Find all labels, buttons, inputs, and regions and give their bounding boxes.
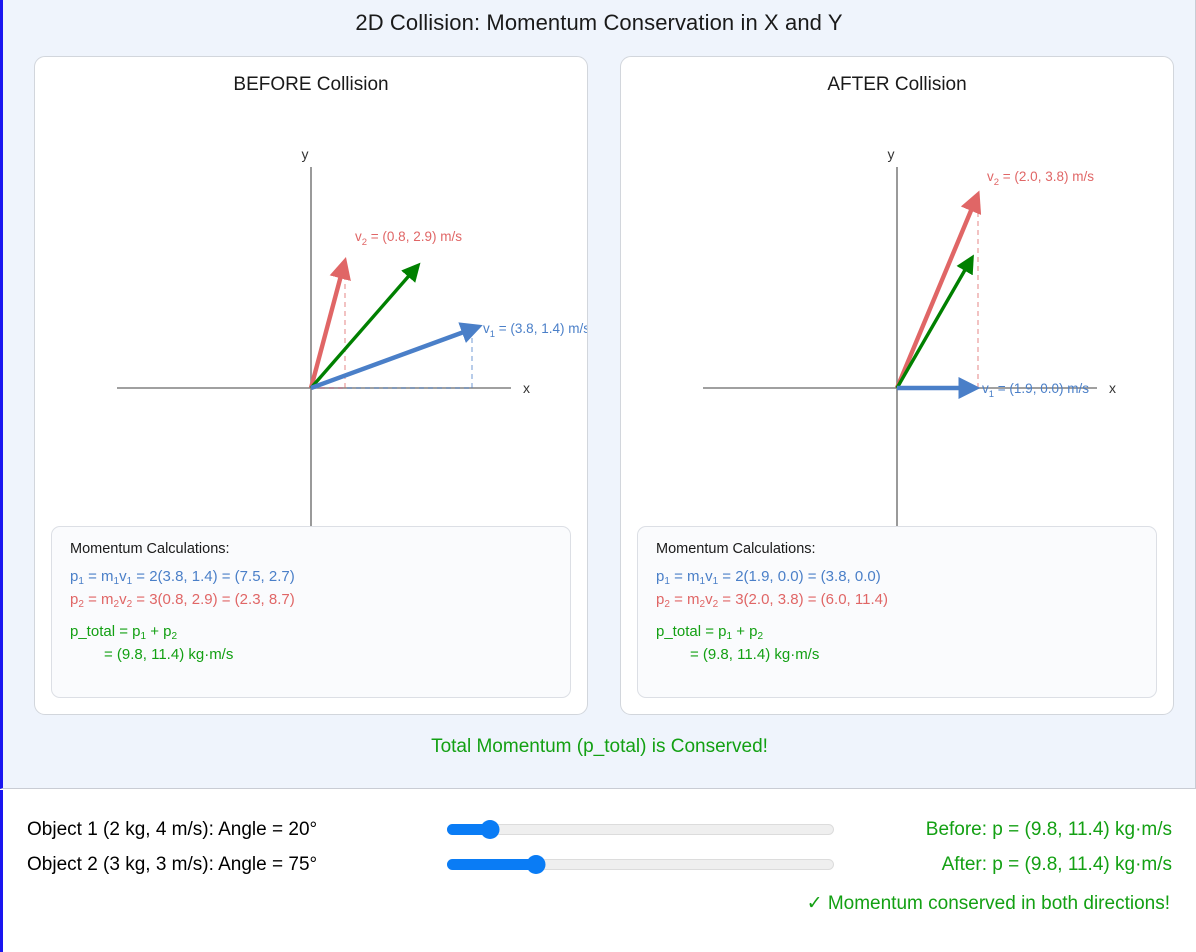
page-title: 2D Collision: Momentum Conservation in X… <box>355 10 843 35</box>
calc-ptotal-before: p_total = p1 + p2 <box>70 623 178 642</box>
panel-before: BEFORE Collision y x <box>34 56 588 715</box>
control-row-object2: Object 2 (3 kg, 3 m/s): Angle = 75° Afte… <box>27 849 1172 880</box>
slider-thumb[interactable] <box>526 855 546 874</box>
control-row-object1: Object 1 (2 kg, 4 m/s): Angle = 20° Befo… <box>27 814 1172 845</box>
calc-p1-after: p1 = m1v1 = 2(1.9, 0.0) = (3.8, 0.0) <box>656 568 881 587</box>
object1-angle-slider[interactable] <box>447 820 834 839</box>
panel-before-title: BEFORE Collision <box>233 74 389 95</box>
conservation-status: ✓ Momentum conserved in both directions! <box>806 893 1170 914</box>
object2-label: Object 2 (3 kg, 3 m/s): Angle = 75° <box>27 853 318 875</box>
vector-v1-label-before: v1 = (3.8, 1.4) m/s <box>483 321 587 340</box>
simulation-area: 2D Collision: Momentum Conservation in X… <box>0 0 1196 789</box>
calc-p2-after: p2 = m2v2 = 3(2.0, 3.8) = (6.0, 11.4) <box>656 591 888 610</box>
calc-p2-before: p2 = m2v2 = 3(0.8, 2.9) = (2.3, 8.7) <box>70 591 295 610</box>
vector-v1-before <box>310 322 483 391</box>
vector-v2-after <box>894 190 982 389</box>
plot-before: y x <box>35 101 587 537</box>
vector-total-after <box>895 254 974 389</box>
x-axis-label: x <box>1109 380 1116 396</box>
plot-after: y x <box>621 101 1173 537</box>
calc-ptotal-value-before: = (9.8, 11.4) kg·m/s <box>104 646 234 663</box>
control-panel: Object 1 (2 kg, 4 m/s): Angle = 20° Befo… <box>0 790 1196 952</box>
after-momentum-readout: After: p = (9.8, 11.4) kg·m/s <box>941 853 1172 875</box>
slider-thumb[interactable] <box>480 820 500 839</box>
panel-after: AFTER Collision y x <box>620 56 1174 715</box>
calc-box-before: Momentum Calculations: p1 = m1v1 = 2(3.8… <box>51 526 571 698</box>
calc-ptotal-after: p_total = p1 + p2 <box>656 623 764 642</box>
conserved-banner: Total Momentum (p_total) is Conserved! <box>431 736 768 757</box>
vector-v1-label-after: v1 = (1.9, 0.0) m/s <box>982 381 1089 400</box>
calc-box-after: Momentum Calculations: p1 = m1v1 = 2(1.9… <box>637 526 1157 698</box>
slider-fill <box>447 859 536 870</box>
vector-v2-label-before: v2 = (0.8, 2.9) m/s <box>355 229 462 248</box>
before-momentum-readout: Before: p = (9.8, 11.4) kg·m/s <box>925 818 1172 840</box>
object2-angle-slider[interactable] <box>447 855 834 874</box>
y-axis-label: y <box>302 146 309 162</box>
calc-p1-before: p1 = m1v1 = 2(3.8, 1.4) = (7.5, 2.7) <box>70 568 295 587</box>
object1-label: Object 1 (2 kg, 4 m/s): Angle = 20° <box>27 818 318 840</box>
x-axis-label: x <box>523 380 530 396</box>
panels-container: BEFORE Collision y x <box>3 56 1196 715</box>
slider-track[interactable] <box>447 824 834 835</box>
vector-v2-before <box>308 256 351 389</box>
vector-v2-label-after: v2 = (2.0, 3.8) m/s <box>987 169 1094 188</box>
calc-ptotal-value-after: = (9.8, 11.4) kg·m/s <box>690 646 820 663</box>
calc-header-before: Momentum Calculations: <box>70 541 230 557</box>
slider-fill <box>447 824 490 835</box>
vector-total-before <box>309 262 421 390</box>
y-axis-label: y <box>888 146 895 162</box>
panel-after-title: AFTER Collision <box>827 74 967 95</box>
calc-header-after: Momentum Calculations: <box>656 541 816 557</box>
